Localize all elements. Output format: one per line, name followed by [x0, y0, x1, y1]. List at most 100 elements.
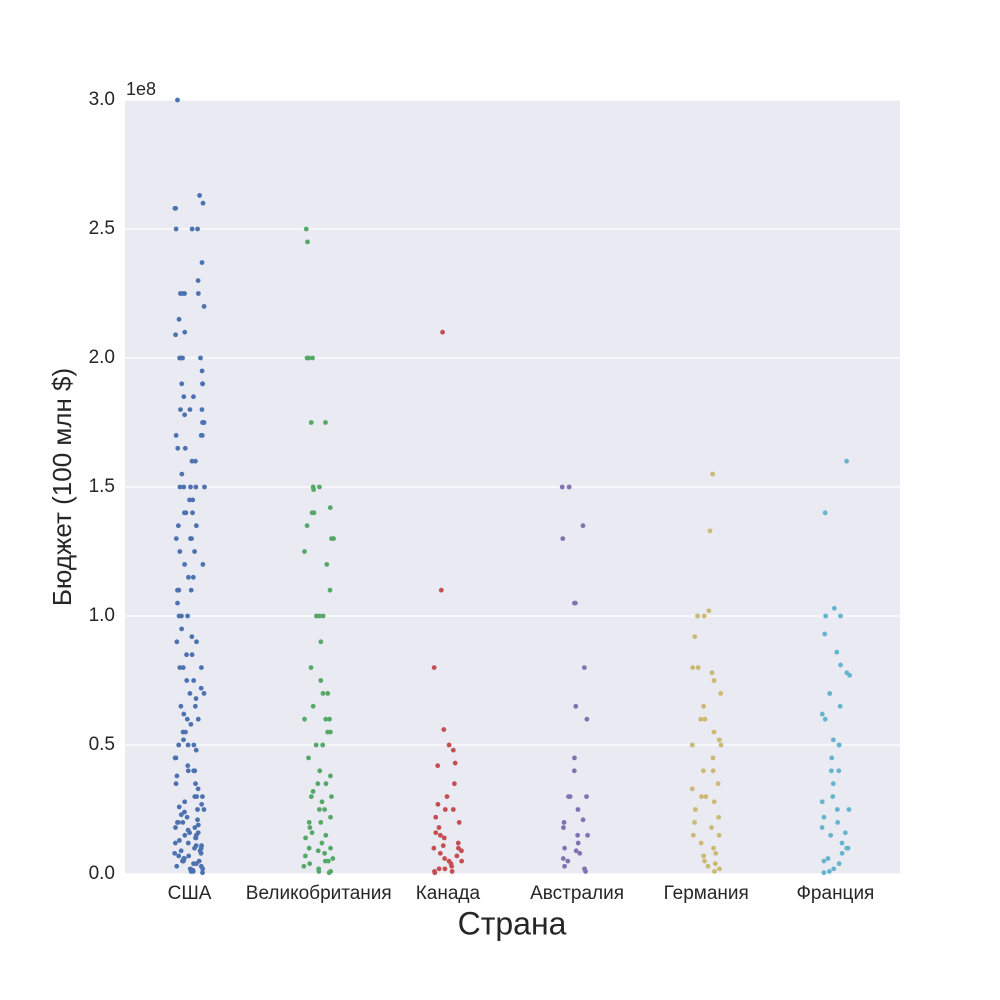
data-point: [177, 549, 183, 554]
y-tick-label: 1.0: [89, 605, 115, 626]
data-point: [839, 850, 845, 856]
data-point: [831, 737, 836, 743]
data-point: [181, 394, 187, 400]
data-point: [320, 691, 326, 696]
data-point: [180, 820, 186, 825]
data-point: [821, 814, 827, 820]
data-point: [326, 870, 332, 876]
data-point: [174, 863, 180, 869]
data-point: [198, 433, 204, 438]
data-point: [303, 835, 308, 841]
data-point: [176, 804, 182, 810]
data-point: [198, 685, 204, 691]
data-point: [185, 840, 191, 846]
data-point: [711, 729, 717, 735]
data-point: [173, 433, 179, 438]
data-point: [710, 768, 716, 774]
data-point: [179, 613, 184, 619]
data-point: [830, 781, 836, 787]
data-point: [823, 613, 829, 619]
data-point: [442, 866, 448, 872]
data-point: [178, 848, 184, 854]
data-point: [200, 200, 206, 206]
data-point: [821, 858, 827, 864]
data-point: [193, 747, 199, 753]
data-point: [560, 536, 566, 541]
data-point: [177, 484, 183, 490]
data-point: [328, 814, 333, 820]
data-point: [566, 794, 571, 799]
data-point: [191, 678, 197, 683]
data-point: [844, 845, 850, 851]
data-point: [190, 574, 196, 580]
data-point: [172, 850, 178, 856]
data-point: [836, 742, 842, 748]
data-point: [308, 665, 314, 670]
data-point: [822, 631, 828, 637]
y-tick-label: 2.0: [89, 347, 115, 368]
data-point: [689, 742, 695, 748]
data-point: [302, 716, 307, 722]
data-point: [306, 820, 312, 825]
data-point: [318, 820, 324, 825]
data-point: [175, 523, 181, 529]
data-point: [301, 863, 307, 869]
data-point: [195, 291, 201, 296]
data-point: [442, 807, 448, 812]
data-point: [706, 608, 712, 614]
data-point: [709, 825, 714, 830]
data-point: [709, 670, 715, 676]
data-point: [440, 329, 445, 335]
data-point: [559, 484, 565, 490]
data-point: [319, 799, 325, 805]
data-point: [718, 742, 724, 748]
data-point: [575, 840, 581, 846]
data-point: [838, 662, 843, 668]
data-point: [178, 812, 184, 818]
data-point: [819, 711, 825, 717]
data-point: [200, 381, 206, 387]
data-point: [193, 523, 199, 529]
data-point: [190, 510, 195, 516]
data-point: [188, 721, 194, 727]
data-point: [561, 820, 567, 825]
data-point: [178, 703, 184, 709]
data-point: [193, 781, 198, 787]
data-point: [195, 716, 201, 722]
data-point: [846, 807, 852, 812]
data-point: [584, 794, 589, 799]
y-axis-label: Бюджет (100 млн $): [47, 368, 77, 606]
data-point: [306, 755, 311, 761]
data-point: [703, 794, 709, 799]
data-point: [172, 205, 178, 211]
data-point: [701, 703, 706, 709]
data-point: [436, 866, 442, 872]
data-point: [571, 768, 577, 774]
data-point: [701, 853, 707, 859]
data-point: [698, 840, 704, 846]
data-point: [441, 727, 447, 732]
data-point: [183, 729, 188, 735]
data-point: [310, 789, 316, 794]
data-point: [431, 665, 437, 670]
data-point: [573, 703, 579, 709]
data-point: [182, 799, 188, 805]
data-point: [328, 729, 333, 735]
data-point: [446, 742, 452, 748]
data-point: [819, 825, 825, 830]
data-point: [320, 613, 326, 619]
data-point: [692, 820, 697, 825]
data-point: [201, 691, 207, 696]
data-point: [459, 858, 465, 864]
data-point: [437, 832, 443, 838]
data-point: [444, 794, 450, 799]
data-point: [310, 355, 315, 361]
data-point: [690, 832, 696, 838]
data-point: [689, 786, 695, 792]
data-point: [173, 536, 179, 541]
data-point: [192, 703, 198, 709]
x-tick-label: Австралия: [530, 883, 624, 904]
data-point: [835, 820, 841, 825]
data-point: [173, 781, 179, 787]
